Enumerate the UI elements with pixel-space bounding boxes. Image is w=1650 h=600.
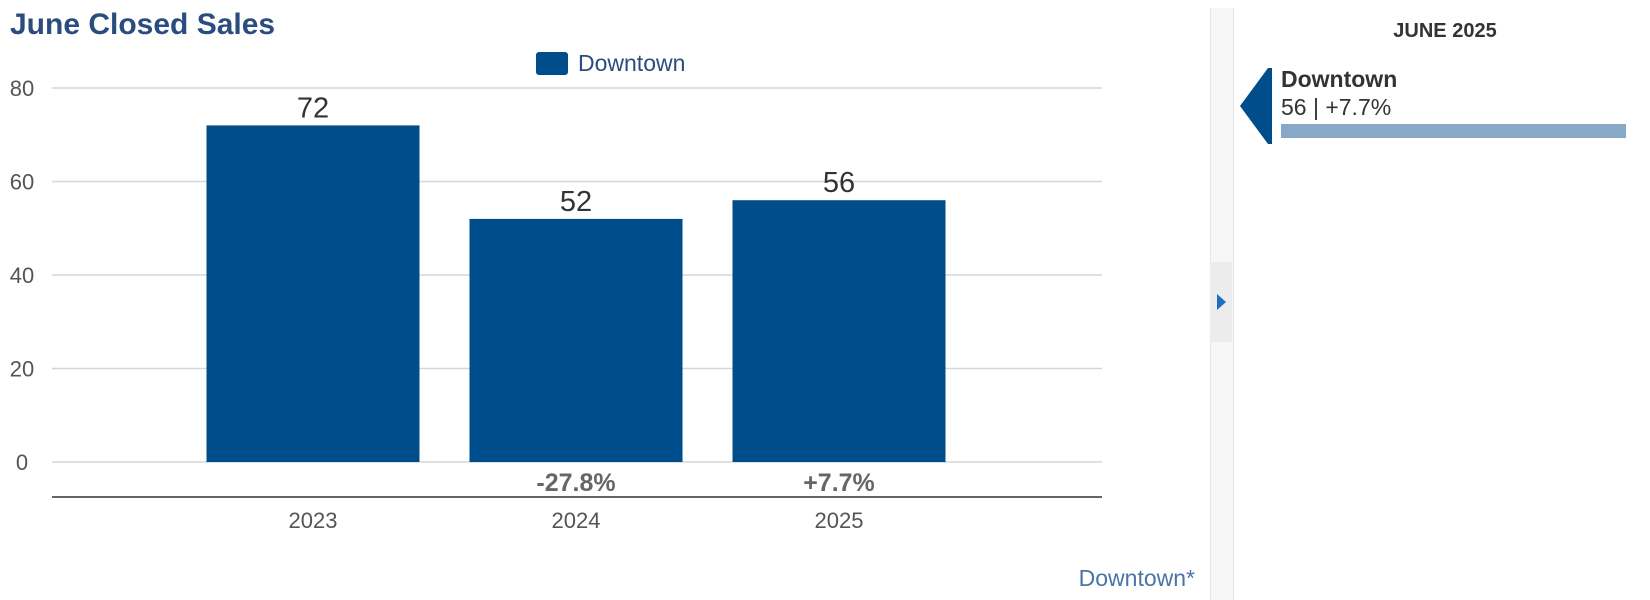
legend[interactable]: Downtown bbox=[536, 50, 685, 77]
y-tick-label: 20 bbox=[10, 357, 34, 382]
bar-value-label: 72 bbox=[297, 92, 329, 124]
side-entry-bar-fill bbox=[1281, 124, 1626, 138]
bar-change-label: +7.7% bbox=[803, 469, 875, 497]
pointer-stem bbox=[1268, 68, 1272, 144]
bar bbox=[206, 125, 420, 463]
y-tick-label: 80 bbox=[10, 76, 34, 101]
bar bbox=[469, 218, 683, 462]
x-tick-label: 2025 bbox=[815, 508, 864, 533]
bar-value-label: 52 bbox=[560, 186, 592, 218]
chart-title: June Closed Sales bbox=[10, 8, 276, 41]
pointer-left-icon bbox=[1240, 68, 1268, 144]
side-entry-bar bbox=[1281, 124, 1626, 138]
y-tick-label: 0 bbox=[16, 450, 28, 475]
caret-right-icon bbox=[1216, 294, 1226, 310]
y-tick-label: 40 bbox=[10, 263, 34, 288]
bar bbox=[732, 200, 946, 462]
side-entry-value: 56 | +7.7% bbox=[1281, 94, 1392, 120]
y-tick-label: 60 bbox=[10, 170, 34, 195]
legend-swatch bbox=[536, 52, 568, 75]
chart-plot: 0 20 40 60 80 72 2023 52 -27.8% 2024 56 +7.7% 2025 bbox=[10, 76, 1102, 533]
x-tick-label: 2024 bbox=[552, 508, 601, 533]
source-link[interactable]: Downtown* bbox=[1078, 565, 1195, 591]
legend-label: Downtown bbox=[578, 50, 686, 76]
bar-value-label: 56 bbox=[823, 167, 855, 199]
side-panel-heading: JUNE 2025 bbox=[1393, 20, 1497, 42]
side-entry-name[interactable]: Downtown bbox=[1281, 66, 1398, 92]
bar-change-label: -27.8% bbox=[536, 469, 615, 497]
panel-toggle-button[interactable] bbox=[1210, 262, 1232, 342]
x-tick-label: 2023 bbox=[289, 508, 338, 533]
side-panel: JUNE 2025 Downtown 56 | +7.7% bbox=[1240, 0, 1650, 600]
